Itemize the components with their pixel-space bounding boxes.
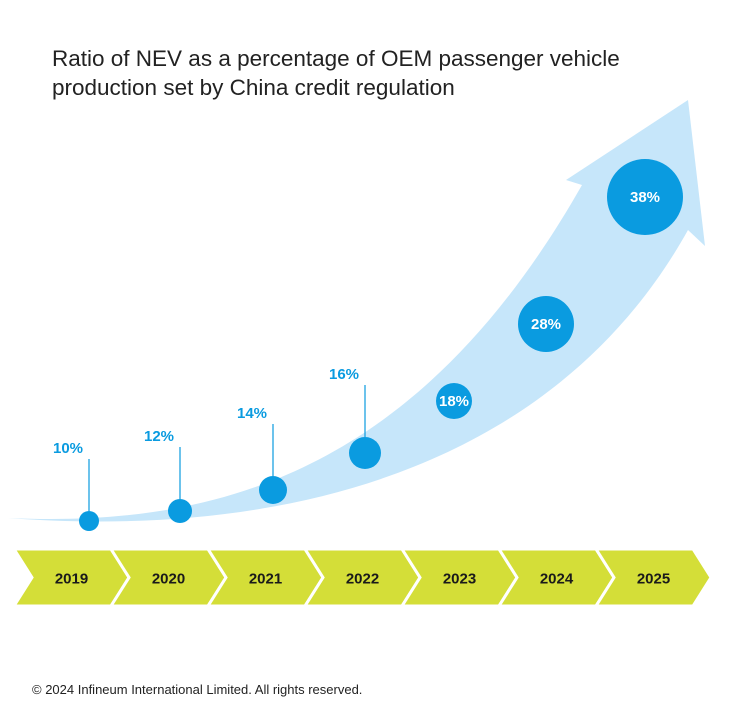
timeline-chevron-2025 [593,547,713,608]
bubble-2020 [168,499,192,523]
bubble-2022 [349,437,381,469]
bubble-2021 [259,476,287,504]
chart-title-line-2: production set by China credit regulatio… [52,75,455,100]
data-marks: 10% 12% 14% 16% 18% 28% 38% [53,159,683,531]
year-label-2024: 2024 [540,571,574,588]
year-label-2023: 2023 [443,571,476,588]
year-label-2022: 2022 [346,571,379,588]
value-label-2022: 16% [329,366,359,383]
bubble-2019 [79,511,99,531]
year-timeline: 2019 2020 2021 2022 2023 2024 2025 [11,547,713,608]
bubble-2023 [436,383,472,419]
year-label-2020: 2020 [152,571,185,588]
year-label-2021: 2021 [249,571,282,588]
value-label-2025: 38% [630,189,660,206]
copyright-footer: © 2024 Infineum International Limited. A… [32,682,363,697]
value-label-2024: 28% [531,316,561,333]
bubble-2025 [607,159,683,235]
value-label-2021: 14% [237,405,267,422]
value-label-2023: 18% [439,393,469,410]
bubble-2024 [518,296,574,352]
value-label-2019: 10% [53,440,83,457]
chart-title: Ratio of NEV as a percentage of OEM pass… [52,44,712,102]
value-label-2020: 12% [144,428,174,445]
year-label-2025: 2025 [637,571,670,588]
chart-title-line-1: Ratio of NEV as a percentage of OEM pass… [52,46,620,71]
year-label-2019: 2019 [55,571,88,588]
